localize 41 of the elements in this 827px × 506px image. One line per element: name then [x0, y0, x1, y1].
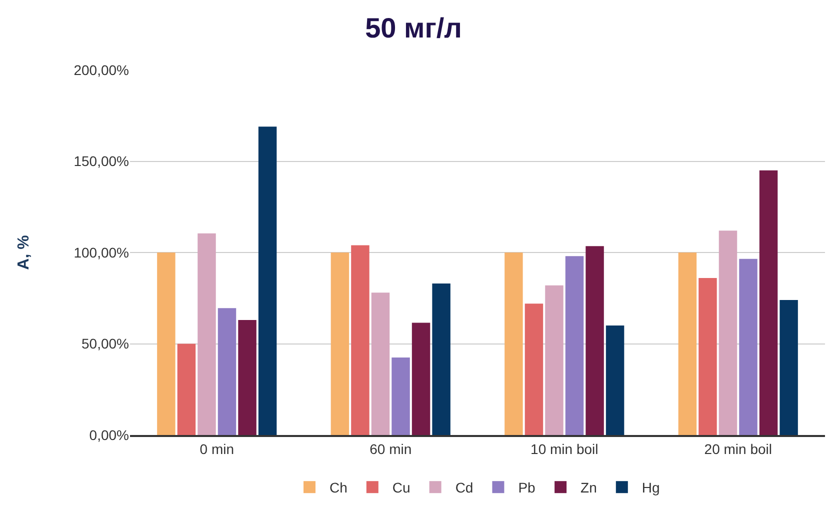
bar	[524, 304, 544, 435]
legend-label: Cu	[392, 480, 410, 496]
chart-title: 50 мг/л	[365, 12, 462, 44]
legend-label: Hg	[642, 480, 660, 496]
legend-label: Cd	[455, 480, 474, 496]
bar	[718, 230, 738, 435]
legend-label: Ch	[330, 480, 348, 496]
legend-label: Zn	[580, 480, 597, 496]
x-tick-label: 10 min boil	[530, 440, 598, 457]
bar	[198, 233, 216, 435]
y-tick-label: 150,00%	[74, 153, 129, 170]
bar	[392, 357, 410, 435]
bar	[780, 300, 798, 435]
bar	[177, 344, 196, 435]
y-axis-title: A, %	[16, 235, 33, 270]
legend-label: Pb	[518, 480, 536, 496]
bar	[586, 246, 604, 435]
bar	[565, 256, 584, 435]
bar	[218, 308, 236, 435]
y-tick-label: 200,00%	[74, 62, 129, 78]
bar	[432, 284, 450, 435]
y-tick-label: 50,00%	[82, 336, 129, 352]
bar	[504, 252, 523, 435]
y-tick-label: 0,00%	[89, 426, 129, 443]
x-tick-label: 0 min	[200, 440, 234, 457]
bar	[330, 252, 350, 435]
bar	[351, 245, 370, 435]
y-tick-label: 100,00%	[74, 244, 129, 260]
x-tick-label: 20 min boil	[704, 440, 772, 457]
bar	[545, 285, 564, 435]
bar	[739, 258, 758, 435]
bar	[678, 252, 697, 435]
bar	[258, 126, 277, 435]
bar	[371, 292, 390, 435]
bar	[759, 170, 778, 435]
x-tick-label: 60 min	[370, 440, 412, 457]
bar	[238, 320, 256, 435]
bar	[412, 322, 430, 435]
bar	[606, 326, 624, 435]
bar	[698, 278, 717, 435]
bar	[157, 252, 176, 435]
